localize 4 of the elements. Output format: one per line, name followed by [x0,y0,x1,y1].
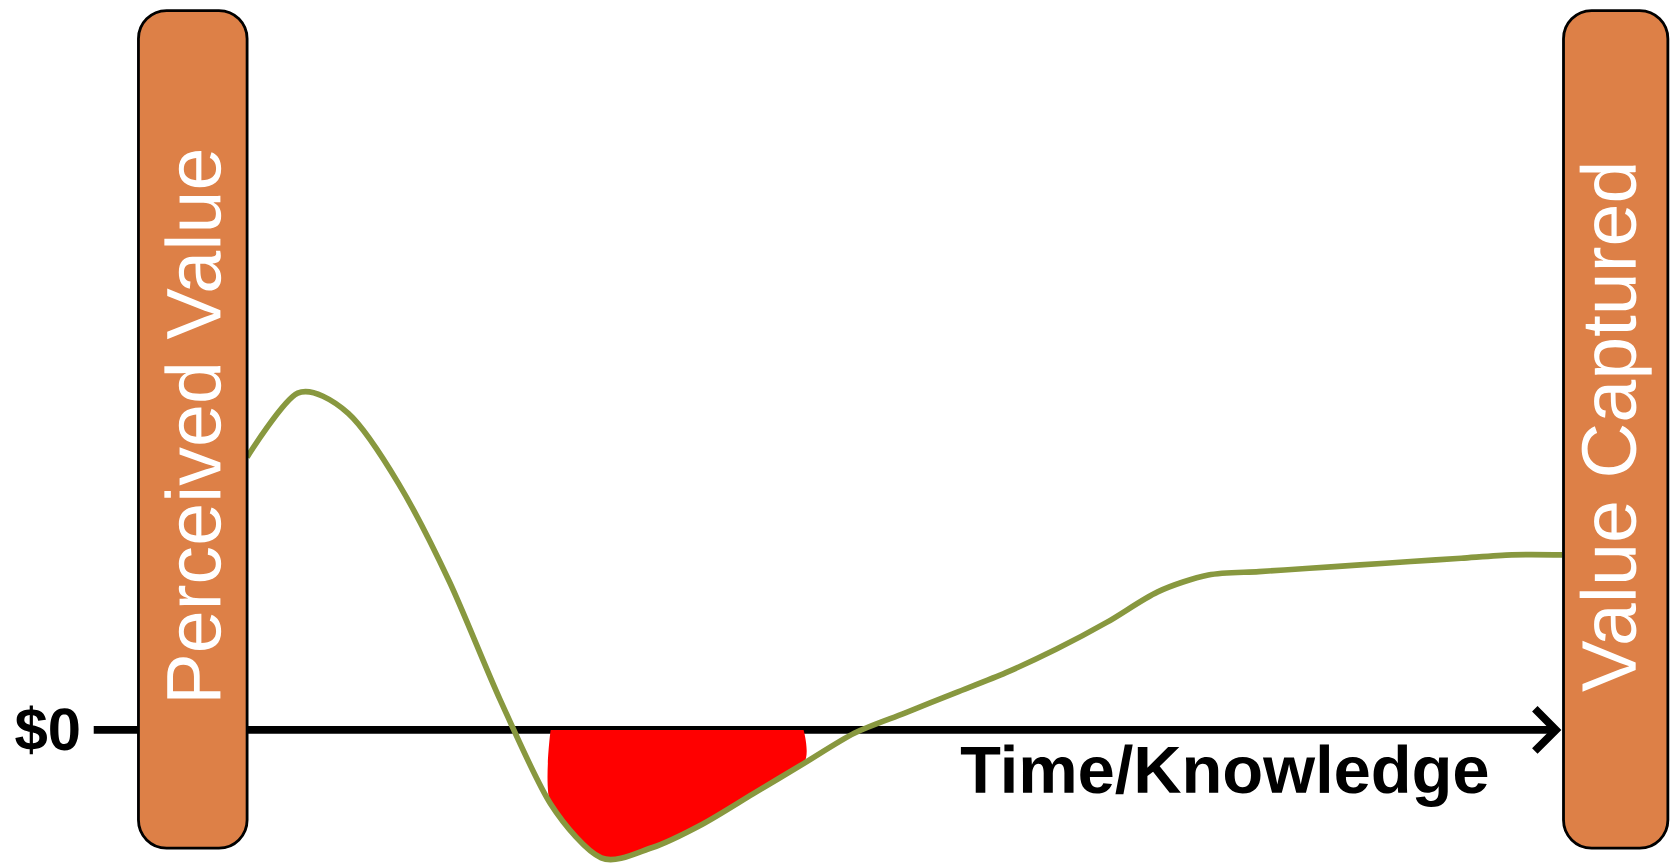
annotation: Value Captured [1579,165,1652,692]
text: Perceived Value [164,151,222,699]
x-axis-title: Time/Knowledge [960,744,1488,808]
ref-line-label: $0 [15,705,79,755]
